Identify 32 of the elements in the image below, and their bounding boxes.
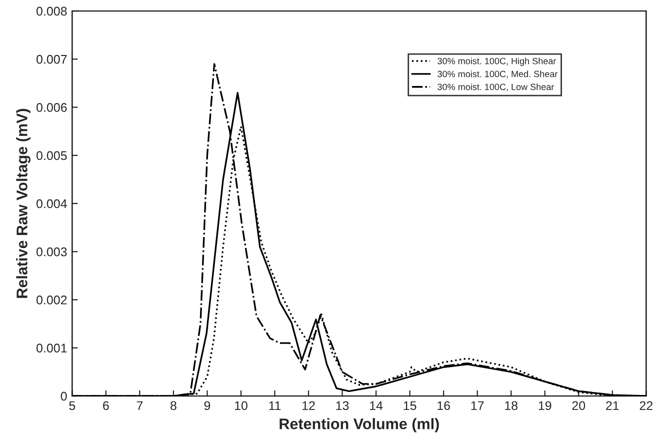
y-tick-label: 0.005 [36,151,67,160]
y-tick-label: 0 [60,392,67,401]
x-tick-label: 9 [204,401,210,410]
x-tick-label: 17 [471,401,484,410]
y-tick-label: 0.006 [36,103,67,112]
y-tick-label: 0.008 [36,6,67,16]
legend-label: 30% moist. 100C, Med. Shear [438,70,558,78]
x-tick-label: 6 [103,401,109,410]
legend-label: 30% moist. 100C, High Shear [438,58,556,66]
y-tick-label: 0.004 [36,199,67,208]
x-tick-label: 20 [572,401,586,410]
y-tick-label: 0.003 [36,247,67,256]
x-axis-title: Retention Volume (ml) [280,418,439,432]
x-tick-label: 7 [136,401,143,410]
legend-label: 30% moist. 100C, Low Shear [438,83,554,92]
y-tick-label: 0.002 [36,296,67,304]
x-tick-label: 15 [404,401,416,410]
x-tick-label: 5 [69,401,76,410]
x-tick-label: 8 [170,401,176,410]
x-tick-label: 21 [606,401,619,410]
x-tick-label: 22 [640,401,652,410]
y-tick-label: 0.007 [36,54,67,64]
x-tick-label: 14 [370,401,383,410]
x-tick-label: 19 [538,401,552,410]
y-axis-title: Relative Raw Voltage (mV) [16,108,30,298]
x-tick-label: 13 [336,401,349,410]
x-tick-label: 12 [302,401,315,410]
x-tick-label: 16 [438,401,450,410]
x-tick-label: 18 [505,401,518,410]
y-tick-label: 0.001 [36,344,67,353]
x-tick-label: 10 [234,401,248,410]
x-tick-label: 11 [269,401,281,410]
